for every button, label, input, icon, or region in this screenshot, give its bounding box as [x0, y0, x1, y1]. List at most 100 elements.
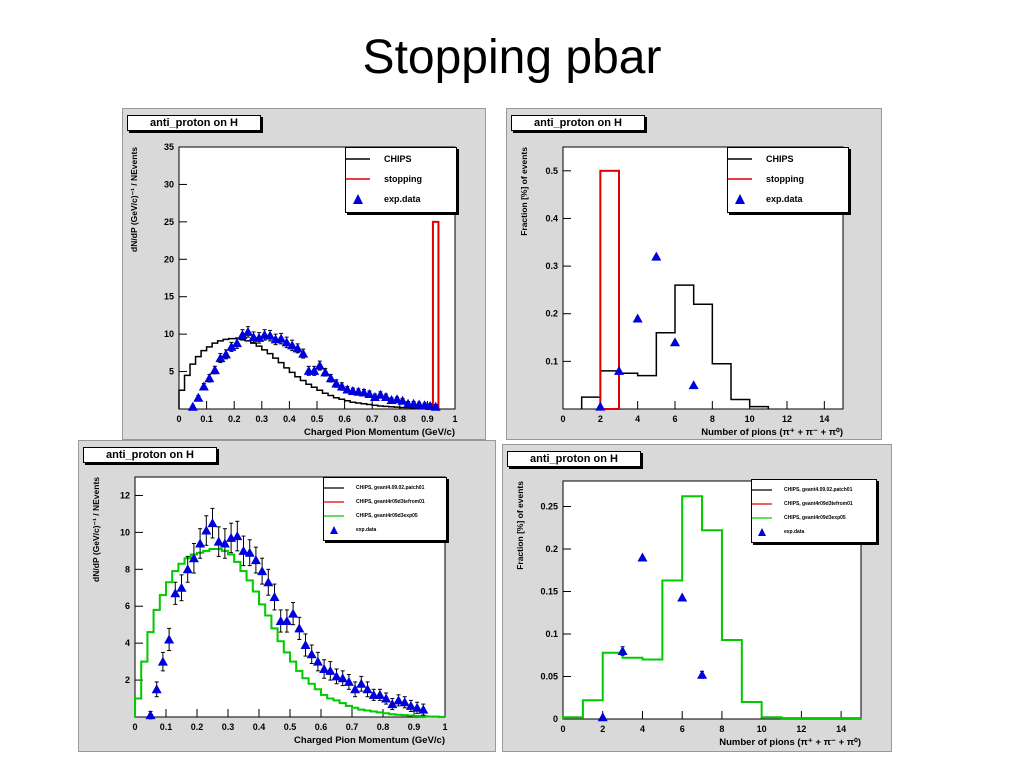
exp-data-point: [219, 538, 230, 548]
x-tick-label: 0: [560, 414, 565, 424]
exp-data-point: [151, 684, 162, 694]
legend: CHIPS stopping exp.data: [345, 147, 457, 213]
y-tick-label: 6: [125, 601, 130, 611]
exp-data-point: [281, 616, 292, 625]
exp-data-point: [213, 536, 224, 546]
legend-item-expdata: exp.data: [728, 192, 848, 206]
chips-step-line: [580, 284, 770, 409]
x-tick-label: 2: [598, 414, 603, 424]
chips-step-line: [178, 337, 440, 410]
exp-data-point: [207, 518, 218, 528]
exp-data-point: [269, 592, 280, 601]
exp-data-point: [298, 348, 309, 358]
exp-data-point: [637, 552, 648, 562]
x-tick-label: 0.2: [228, 414, 241, 424]
exp-data-point: [325, 373, 336, 383]
x-tick-label: 1: [452, 414, 457, 424]
exp-data-point: [300, 640, 311, 649]
x-tick-label: 0.7: [366, 414, 379, 424]
exp-data-point: [263, 577, 274, 587]
x-tick-label: 0.1: [160, 722, 173, 732]
y-tick-label: 0.1: [545, 629, 558, 639]
x-axis-label: Number of pions (π⁺ + π⁻ + π⁰): [719, 737, 861, 748]
exp-data-point: [670, 337, 680, 347]
x-tick-label: 0.4: [283, 414, 296, 424]
y-tick-label: 0.3: [545, 261, 558, 271]
slide-title: Stopping pbar: [362, 31, 662, 84]
panel-title: anti_proton on H: [83, 447, 217, 463]
panel-title: anti_proton on H: [127, 115, 261, 131]
exp-data-point: [215, 353, 226, 363]
legend-item-chips-patch01: CHIPS, geant4.09.02.patch01: [324, 485, 425, 491]
y-tick-label: 12: [120, 490, 130, 500]
exp-data-point: [204, 373, 215, 383]
exp-data-point: [314, 360, 325, 370]
exp-data-point: [356, 678, 367, 688]
x-tick-label: 8: [719, 724, 724, 734]
x-tick-label: 0.8: [394, 414, 407, 424]
chart-1-svg: 5 10 15 20 25 30 35 0 0.1 0.2 0.3 0.4 0.5 0.6 0.7 0.8 0.…: [129, 142, 458, 438]
exp-data-point: [632, 313, 643, 323]
exp-data-point: [201, 525, 212, 535]
exp-data-point: [292, 343, 303, 353]
x-tick-label: 10: [757, 724, 767, 734]
y-tick-label: 20: [164, 254, 174, 264]
exp-data-point: [331, 671, 342, 681]
exp-data-point: [337, 673, 348, 683]
y-axis-label: Fraction [%] of events: [515, 481, 525, 570]
y-tick-label: 0.05: [540, 672, 558, 682]
exp-data-point: [281, 337, 292, 347]
exp-data-point: [157, 656, 168, 666]
x-tick-label: 14: [836, 724, 846, 734]
legend-item-expdata: exp.data: [324, 524, 446, 536]
x-tick-label: 0.5: [284, 722, 297, 732]
exp-data-point: [188, 553, 199, 563]
exp-data-point: [597, 712, 608, 722]
green-step-line: [134, 548, 446, 718]
y-axis-label: Fraction [%] of events: [519, 147, 529, 236]
x-tick-label: 14: [819, 414, 829, 424]
x-tick-label: 6: [680, 724, 685, 734]
y-tick-label: 15: [164, 292, 174, 302]
y-axis-label: dN/dP (GeV/c)⁻¹ / NEvents: [129, 147, 139, 252]
x-tick-label: 0.9: [408, 722, 421, 732]
exp-data-point: [244, 547, 255, 557]
legend-item-chips-tefrom01: CHIPS, geant4r09d3tefrom01: [752, 501, 853, 507]
exp-data-point: [397, 395, 408, 405]
x-tick-label: 0.3: [222, 722, 235, 732]
legend-item-chips: CHIPS: [346, 154, 412, 164]
x-axis-label: Charged Pion Momentum (GeV/c): [294, 735, 445, 746]
exp-data-point: [375, 389, 386, 399]
y-axis-label: dN/dP (GeV/c)⁻¹ / NEvents: [91, 477, 101, 582]
exp-data-point: [392, 394, 403, 404]
exp-data-point: [309, 365, 320, 375]
exp-data-point: [238, 545, 249, 555]
legend-item-chips-tefrom01: CHIPS, geant4r09d3tefrom01: [324, 499, 425, 505]
exp-data-point: [187, 401, 198, 411]
exp-data-point: [387, 699, 398, 709]
exp-data-point: [688, 380, 699, 390]
exp-data-point: [320, 367, 331, 377]
y-tick-label: 8: [125, 564, 130, 574]
x-tick-label: 0.5: [311, 414, 324, 424]
exp-data-point: [677, 592, 688, 602]
x-tick-label: 0: [560, 724, 565, 734]
exp-data-point: [237, 329, 248, 339]
y-tick-label: 0.15: [540, 587, 558, 597]
exp-data-point: [399, 697, 410, 707]
exp-data-point: [220, 349, 231, 359]
x-tick-label: 12: [796, 724, 806, 734]
y-tick-label: 0.2: [545, 309, 558, 319]
exp-data-point: [697, 669, 708, 679]
exp-data-point: [412, 702, 423, 712]
y-tick-label: 2: [125, 675, 130, 685]
exp-data-point: [343, 676, 354, 686]
exp-data-point: [288, 608, 299, 618]
legend: CHIPS, geant4.09.02.patch01 CHIPS, geant…: [751, 479, 877, 543]
x-tick-label: 0: [132, 722, 137, 732]
legend-item-expdata: exp.data: [346, 192, 456, 206]
stopping-bar: [599, 169, 621, 411]
y-tick-label: 0.1: [545, 356, 558, 366]
x-axis-label: Charged Pion Momentum (GeV/c): [304, 427, 455, 438]
y-tick-label: 0: [553, 714, 558, 724]
